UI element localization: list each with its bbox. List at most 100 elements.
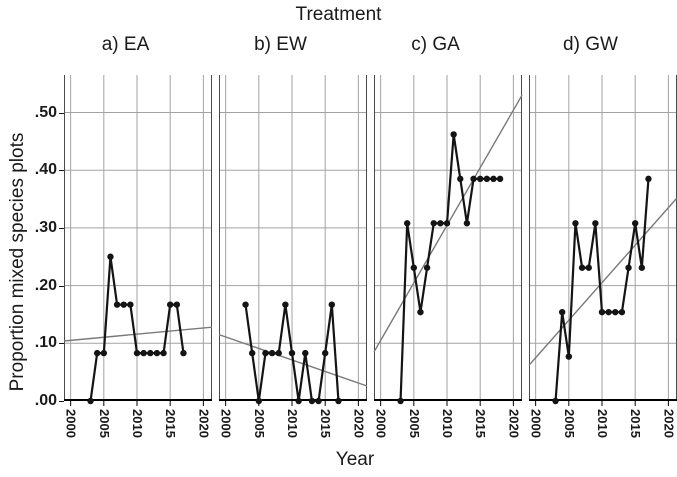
x-tick-label: 2000	[528, 409, 543, 438]
data-point	[159, 349, 167, 357]
data-point	[139, 349, 147, 357]
y-tick-label: .00	[34, 392, 57, 409]
data-points-d	[551, 175, 652, 405]
x-tick-label: 2000	[218, 409, 233, 438]
chart-title: Treatment	[295, 4, 382, 25]
data-point	[449, 131, 457, 138]
x-tick-label: 2020	[506, 409, 521, 438]
data-point	[301, 349, 308, 357]
y-tick-mark	[58, 401, 64, 402]
x-ticks-b: 2000 2005 2010 2015 2020	[218, 401, 366, 438]
y-tick-label: .10	[34, 334, 57, 352]
data-point	[558, 308, 565, 316]
data-points-a	[86, 253, 187, 405]
panel-plot-d: 2000 2005 2010 2015 2020	[527, 75, 677, 438]
data-point	[93, 349, 100, 357]
x-tick-label: 2020	[661, 409, 676, 438]
x-tick-label: 2010	[595, 409, 610, 438]
y-tick-label: .40	[34, 161, 57, 179]
data-point	[126, 301, 134, 308]
data-point	[281, 301, 289, 308]
x-tick-label: 2015	[628, 409, 643, 438]
data-point	[624, 264, 632, 271]
data-point	[476, 175, 483, 183]
x-tick-label: 2020	[351, 409, 366, 438]
data-point	[496, 175, 503, 183]
data-point	[288, 349, 295, 357]
data-point	[146, 349, 153, 357]
data-point	[321, 349, 328, 357]
data-point	[463, 220, 470, 227]
data-point	[469, 175, 477, 183]
data-point	[106, 253, 114, 260]
data-point	[100, 349, 107, 357]
x-tick-label: 2000	[373, 409, 388, 438]
x-tick-label: 2000	[63, 409, 78, 438]
data-point	[551, 397, 559, 405]
gridlines-c	[373, 75, 522, 401]
data-points-b	[241, 301, 342, 405]
y-tick-label: .50	[34, 103, 57, 121]
x-tick-label: 2005	[561, 409, 576, 438]
data-point	[631, 220, 638, 227]
y-tick-mark	[58, 285, 64, 287]
data-point	[328, 301, 335, 308]
data-point	[423, 264, 430, 271]
data-point	[403, 220, 410, 227]
data-point	[436, 220, 444, 227]
x-tick-label: 2015	[163, 409, 178, 438]
x-tick-label: 2005	[406, 409, 421, 438]
data-point	[618, 308, 625, 316]
y-tick-label: .30	[34, 218, 57, 236]
data-point	[565, 353, 572, 360]
data-point	[430, 220, 437, 227]
x-ticks-d: 2000 2005 2010 2015 2020	[528, 401, 676, 438]
panel-label-d: d) GW	[563, 34, 618, 55]
x-tick-label: 2010	[440, 409, 455, 438]
data-point	[113, 301, 120, 308]
x-axis-title: Year	[335, 449, 375, 470]
data-points-c	[396, 131, 503, 405]
data-point	[638, 264, 645, 271]
x-tick-label: 2015	[318, 409, 333, 438]
y-tick-mark	[58, 343, 64, 345]
data-point	[443, 220, 450, 227]
data-point	[456, 175, 463, 183]
data-point	[179, 349, 187, 357]
y-tick-mark	[58, 112, 64, 114]
panel-plot-a: 2000 2005 2010 2015 2020	[63, 75, 212, 438]
data-point	[644, 175, 652, 183]
y-tick-mark	[58, 227, 64, 229]
data-point	[571, 220, 579, 227]
data-point	[166, 301, 173, 308]
data-point	[604, 308, 612, 316]
x-ticks-a: 2000 2005 2010 2015 2020	[63, 401, 211, 438]
data-point	[308, 397, 315, 405]
x-tick-label: 2005	[251, 409, 266, 438]
data-point	[153, 349, 160, 357]
x-tick-label: 2010	[130, 409, 145, 438]
data-point	[578, 264, 585, 271]
x-tick-label: 2005	[96, 409, 111, 438]
panel-plot-b: 2000 2005 2010 2015 2020	[218, 75, 367, 438]
data-point	[314, 397, 322, 405]
data-point	[248, 349, 255, 357]
data-point	[598, 308, 605, 316]
trend-line-d	[527, 197, 677, 366]
panel-label-c: c) GA	[411, 34, 460, 55]
y-axis-title: Proportion mixed species plots	[7, 132, 28, 392]
y-tick-label: .20	[34, 276, 57, 294]
data-point	[585, 264, 592, 271]
data-point	[396, 397, 404, 405]
data-point	[416, 308, 424, 316]
x-tick-label: 2015	[473, 409, 488, 438]
x-tick-label: 2010	[285, 409, 300, 438]
data-point	[294, 397, 302, 405]
data-point	[591, 220, 599, 227]
x-ticks-c: 2000 2005 2010 2015 2020	[373, 401, 521, 438]
data-point	[334, 397, 342, 405]
data-point	[261, 349, 269, 357]
panel-plot-c: 2000 2005 2010 2015 2020	[372, 75, 523, 438]
panel-label-a: a) EA	[101, 34, 150, 55]
